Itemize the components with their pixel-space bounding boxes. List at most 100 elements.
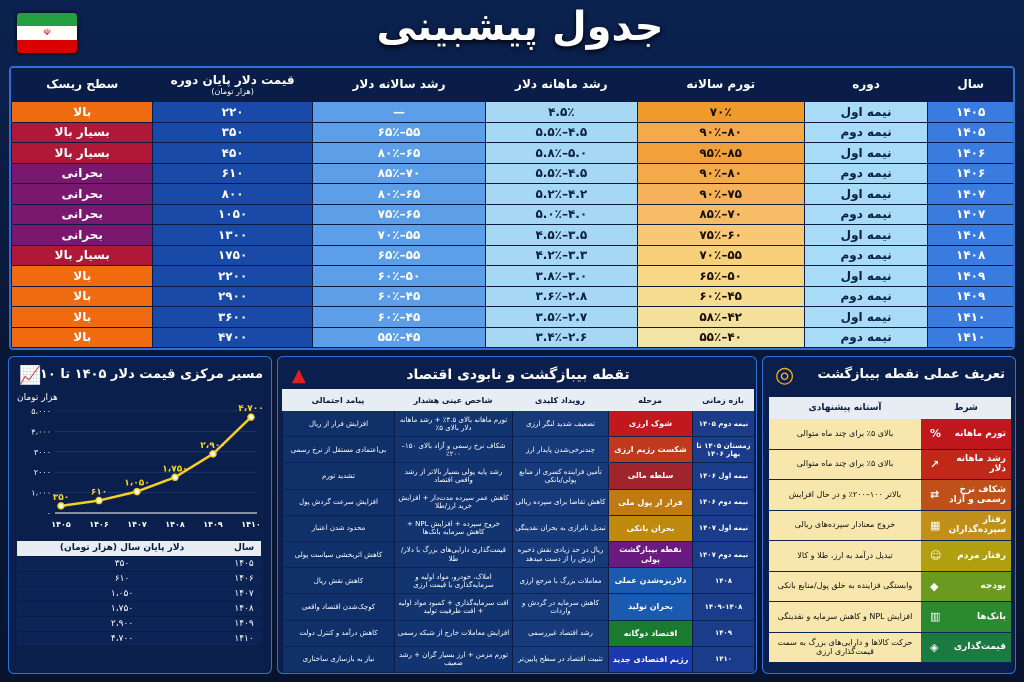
cell-risk: بحرانی: [11, 204, 153, 224]
cell-year: ۱۴۰۹: [927, 266, 1013, 286]
condition-label: تورم ماهانه: [954, 428, 1006, 439]
iran-flag-icon: ☫: [17, 13, 77, 53]
cell-annual: ۵۵–۶۵٪: [311, 122, 486, 142]
data-point: [57, 502, 65, 510]
target-icon: ◎: [775, 363, 795, 388]
event-stage: دلاریزه‌شدن عملی: [608, 568, 692, 594]
col-inflation: تورم سالانه: [636, 68, 804, 101]
event-sign: افزایش معاملات خارج از شبکه رسمی: [394, 620, 512, 646]
data-label: ۳۵۰: [53, 493, 69, 503]
cell-inflation: ۷۰–۸۵٪: [636, 204, 804, 224]
cell-period: نیمه اول: [803, 102, 928, 122]
event-sign: قیمت‌گذاری دارایی‌های بزرگ با دلار/طلا: [394, 541, 512, 568]
cell-price: ۳۶۰۰: [152, 307, 312, 327]
event-sign: افت سرمایه‌گذاری + کمبود مواد اولیه + اف…: [394, 594, 512, 620]
table-row: ۱۴۱۰ نیمه اول ۴۲–۵۸٪ ۲.۷–۳.۵٪ ۴۵–۶۰٪ ۳۶۰۰ بالا: [11, 307, 1013, 328]
event-row: ۱۴۰۸–۱۴۰۹ بحران تولید کاهش سرمایه در گردش …: [282, 594, 754, 621]
event-stage: رژیم اقتصادی جدید: [608, 646, 692, 672]
cell-price: ۲۲۰: [152, 102, 312, 122]
mini-row: ۱۴۰۷ ۱،۰۵۰: [17, 586, 261, 602]
condition-label: رشد ماهانه دلار: [956, 454, 1006, 475]
cell-period: نیمه اول: [803, 307, 928, 327]
definition-threshold: تبدیل درآمد به ارز، طلا و کالا: [769, 541, 921, 571]
col-year: سال: [927, 68, 1013, 101]
cell-price: ۲۲۰۰: [152, 266, 312, 286]
cell-price: ۶۱۰: [152, 163, 312, 183]
x-tick-label: ۱۴۱۰: [241, 520, 261, 529]
definition-row: تورم ماهانه% بالای ۵٪ برای چند ماه متوالی: [769, 419, 1011, 450]
warning-icon: ▲: [292, 365, 306, 386]
condition-label: رفتار سپرده‌گذاران: [948, 515, 1006, 536]
definition-condition: تورم ماهانه%: [921, 419, 1011, 449]
cell-annual: ۶۵–۷۵٪: [311, 204, 486, 224]
definition-condition: رفتار مردم ☺: [921, 541, 1011, 571]
cell-risk: بالا: [11, 286, 153, 306]
x-tick-label: ۱۴۰۵: [51, 520, 71, 529]
definition-row: رشد ماهانه دلار ↗ بالای ۵٪ برای چند ماه مت…: [769, 449, 1011, 480]
event-row: نیمه اول ۱۴۰۷ بحران بانکی تبدیل ناترازی به…: [282, 515, 754, 542]
cell-year: ۱۴۰۸: [927, 225, 1013, 245]
event-outcome: کوچک‌شدن اقتصاد واقعی: [282, 594, 394, 620]
cell-inflation: ۴۰–۵۵٪: [636, 327, 804, 347]
definition-threshold: بالای ۵٪ برای چند ماه متوالی: [769, 419, 921, 449]
cell-annual: ۶۵–۸۰٪: [311, 184, 486, 204]
data-label: ۴،۷۰۰: [238, 404, 263, 414]
mini-price: ۴،۷۰۰: [17, 631, 228, 647]
definition-threshold: بالاتر ۱۰۰–۲۰۰٪ و در حال افزایش: [769, 480, 921, 510]
chart-panel: مسیر مرکزی قیمت دلار ۱۴۰۵ تا ۱۴۱۰ 📈 هزار…: [8, 356, 272, 674]
cell-price: ۸۰۰: [152, 184, 312, 204]
cell-year: ۱۴۰۵: [927, 122, 1013, 142]
cell-period: نیمه اول: [803, 143, 928, 163]
cell-monthly: ۴.۵–۵.۵٪: [485, 163, 637, 183]
data-point: [95, 496, 103, 505]
event-row: نیمه اول ۱۴۰۶ سلطه مالی تأمین فزاینده کسری…: [282, 463, 754, 490]
y-tick-label: ۰: [47, 509, 51, 518]
def-col-cond: شرط: [954, 403, 978, 413]
cell-inflation: ۷۵–۹۰٪: [636, 184, 804, 204]
cell-monthly: ۵.۰–۵.۸٪: [485, 143, 637, 163]
definition-threshold: حرکت کالاها و دارایی‌های بزرگ به سمت قیم…: [769, 632, 921, 662]
x-tick-label: ۱۴۰۹: [203, 520, 223, 529]
cell-risk: بحرانی: [11, 225, 153, 245]
cell-monthly: ۴.۵٪: [485, 102, 637, 122]
col-price-unit: (هزار تومان): [211, 86, 254, 96]
definition-threshold: وابستگی فزاینده به خلق پول/منابع بانکی: [769, 571, 921, 601]
cell-period: نیمه اول: [803, 266, 928, 286]
mini-year: ۱۴۱۰: [227, 631, 261, 647]
table-row: ۱۴۰۶ نیمه اول ۸۵–۹۵٪ ۵.۰–۵.۸٪ ۶۵–۸۰٪ ۴۵۰ بسیار…: [11, 143, 1013, 164]
cell-period: نیمه دوم: [803, 327, 928, 347]
table-row: ۱۴۰۸ نیمه دوم ۵۵–۷۰٪ ۳.۳–۴.۲٪ ۵۵–۶۵٪ ۱۷۵۰ بسیا…: [11, 245, 1013, 266]
event-row: زمستان ۱۴۰۵ تا بهار ۱۴۰۶ شکست رژیم ارزی چن…: [282, 437, 754, 464]
cell-monthly: ۳.۳–۴.۲٪: [485, 245, 637, 265]
cell-risk: بالا: [11, 327, 153, 347]
chart-title: مسیر مرکزی قیمت دلار ۱۴۰۵ تا ۱۴۱۰: [24, 367, 263, 382]
cell-year: ۱۴۱۰: [927, 307, 1013, 327]
condition-icon: ⇄: [930, 488, 940, 502]
cell-inflation: ۸۵–۹۵٪: [636, 143, 804, 163]
event-outcome: افزایش فرار از ریال: [282, 411, 394, 437]
event-time: ۱۴۰۸–۱۴۰۹: [692, 594, 754, 620]
event-key: تبدیل ناترازی به بحران نقدینگی: [512, 515, 608, 541]
cell-year: ۱۴۰۶: [927, 163, 1013, 183]
definition-row: قیمت‌گذاری ◈ حرکت کالاها و دارایی‌های بزرگ…: [769, 632, 1011, 663]
events-title: تقطه بیبازگشت و نابودی اقتصاد: [328, 367, 708, 383]
definition-condition: شکاف نرخ رسمی و آزاد ⇄: [921, 480, 1011, 510]
cell-period: نیمه دوم: [803, 286, 928, 306]
mini-year: ۱۴۰۷: [227, 586, 261, 602]
series-line: [60, 416, 252, 508]
mini-price: ۱،۰۵۰: [17, 586, 228, 602]
event-sign: املاک، خودرو، مواد اولیه و سرمایه‌گذاری …: [394, 568, 512, 594]
cell-risk: بالا: [11, 102, 153, 122]
cell-price: ۱۳۰۰: [152, 225, 312, 245]
table-row: ۱۴۰۹ نیمه دوم ۴۵–۶۰٪ ۲.۸–۳.۶٪ ۴۵–۶۰٪ ۲۹۰۰ بالا: [11, 286, 1013, 307]
mini-col-year: سال: [227, 541, 261, 557]
definition-row: بودجه ◆ وابستگی فزاینده به خلق پول/منابع ب…: [769, 571, 1011, 602]
y-tick-label: ۳۰۰۰: [34, 448, 51, 457]
definition-threshold: خروج معنادار سپرده‌های ریالی: [769, 510, 921, 540]
cell-year: ۱۴۰۹: [927, 286, 1013, 306]
cell-risk: بالا: [11, 266, 153, 286]
events-col-4: پیامد احتمالی: [311, 395, 365, 405]
definition-row: شکاف نرخ رسمی و آزاد ⇄ بالاتر ۱۰۰–۲۰۰٪ و د…: [769, 480, 1011, 511]
event-stage: اقتصاد دوگانه: [608, 620, 692, 646]
event-sign: تورم مزمن + ارز بسیار گران + رشد ضعیف: [394, 646, 512, 672]
